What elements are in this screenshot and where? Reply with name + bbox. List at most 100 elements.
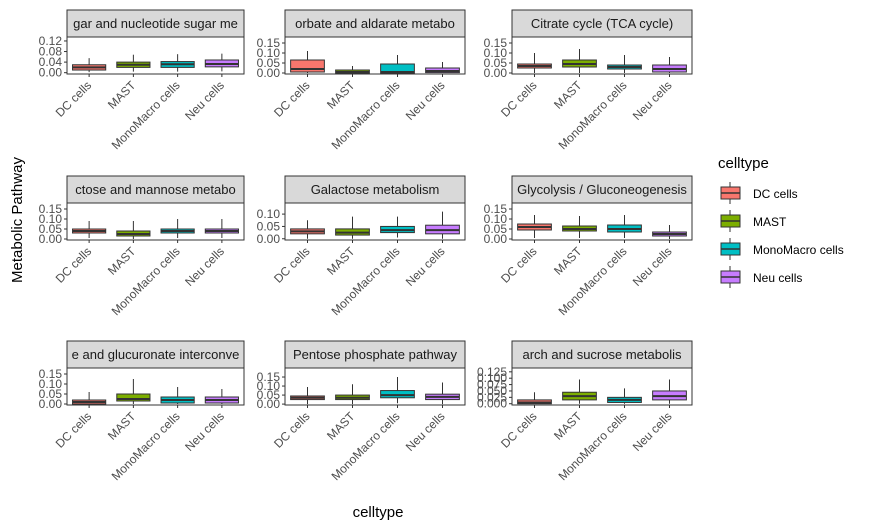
box-mast [335, 384, 370, 405]
box-neu-cells [652, 379, 687, 404]
facet-border [284, 36, 466, 75]
x-tick-label: Neu cells [182, 409, 227, 454]
y-tick-label: 0.00 [257, 232, 281, 246]
y-tick-label: 0.00 [39, 232, 63, 246]
y-tick-label: 0.05 [257, 56, 281, 70]
y-tick-label: 0.075 [477, 378, 507, 392]
y-tick-label: 0.08 [39, 45, 63, 59]
facet-border [284, 202, 466, 241]
y-tick-label: 0.15 [257, 36, 281, 50]
x-tick-label: Neu cells [403, 244, 448, 289]
facet-strip [511, 9, 693, 38]
facet-strip [284, 175, 466, 204]
legend-title: celltype [718, 155, 769, 172]
y-tick-label: 0.15 [257, 370, 281, 384]
box-mast [335, 66, 370, 74]
box-iqr [290, 59, 325, 73]
x-tick-label: Neu cells [630, 78, 675, 123]
x-tick-label: DC cells [271, 244, 312, 285]
x-tick-label: DC cells [53, 409, 94, 450]
facet-border [66, 367, 245, 406]
box-mast [562, 379, 597, 404]
legend-item: MonoMacro cells [720, 238, 844, 260]
box-dc-cells [290, 386, 325, 405]
y-tick-label: 0.10 [39, 377, 63, 391]
y-tick-label: 0.10 [257, 379, 281, 393]
x-tick-label: DC cells [271, 409, 312, 450]
facet-plot-area [67, 203, 244, 240]
x-tick-label: Neu cells [630, 244, 675, 289]
facet-panel: orbate and aldarate metabo 0.000.050.100.… [257, 9, 466, 152]
box-mast [116, 379, 151, 404]
facet-strip-title: Galactose metabolism [311, 182, 440, 197]
box-mast [116, 54, 151, 72]
box-dc-cells [517, 53, 552, 73]
facet-strip-title: ctose and mannose metabo [75, 182, 235, 197]
x-axis-title: celltype [353, 504, 404, 521]
legend-items: DC cells MAST MonoMacro cells Neu cells [720, 182, 844, 288]
y-tick-label: 0.15 [484, 202, 508, 216]
box-monomacro-cells [607, 55, 642, 73]
y-tick-label: 0.00 [484, 66, 508, 80]
facet-panel: Pentose phosphate pathway 0.000.050.100.1… [257, 340, 466, 483]
y-tick-label: 0.000 [477, 397, 507, 411]
legend-item: MAST [720, 210, 787, 232]
y-tick-label: 0.025 [477, 390, 507, 404]
x-tick-label: MAST [324, 244, 358, 278]
y-tick-label: 0.05 [257, 219, 281, 233]
box-monomacro-cells [160, 387, 195, 404]
facet-panel: Galactose metabolism 0.000.050.10 DC cells… [257, 175, 466, 318]
facet-border [66, 36, 245, 75]
x-tick-label: Neu cells [403, 409, 448, 454]
x-tick-label: MAST [551, 78, 585, 112]
box-mast [562, 216, 597, 238]
y-tick-label: 0.15 [484, 36, 508, 50]
x-tick-label: DC cells [53, 244, 94, 285]
box-neu-cells [204, 389, 239, 404]
y-tick-label: 0.05 [39, 387, 63, 401]
y-tick-label: 0.125 [477, 365, 507, 379]
x-tick-label: MAST [105, 409, 139, 443]
x-tick-label: Neu cells [182, 78, 227, 123]
y-tick-label: 0.15 [39, 202, 63, 216]
facet-panel: Citrate cycle (TCA cycle) 0.000.050.100.1… [484, 9, 693, 152]
facet-strip [511, 175, 693, 204]
box-dc-cells [290, 220, 325, 239]
box-iqr [116, 393, 151, 402]
facet-strip-title: Pentose phosphate pathway [293, 347, 458, 362]
box-dc-cells [72, 58, 107, 73]
y-tick-label: 0.050 [477, 384, 507, 398]
x-tick-label: Neu cells [403, 78, 448, 123]
facet-strip [284, 9, 466, 38]
facet-border [66, 202, 245, 241]
y-tick-label: 0.00 [257, 397, 281, 411]
legend: celltype DC cells MAST MonoMacro cells Neu … [718, 155, 844, 288]
legend-label: DC cells [753, 187, 798, 201]
legend-item: DC cells [720, 182, 798, 204]
facet-strip [284, 340, 466, 369]
y-tick-label: 0.00 [39, 397, 63, 411]
y-tick-label: 0.05 [39, 222, 63, 236]
y-tick-label: 0.00 [39, 66, 63, 80]
facet-panel: ctose and mannose metabo 0.000.050.100.15… [39, 175, 245, 318]
x-tick-label: MAST [105, 244, 139, 278]
facet-border [511, 367, 693, 406]
box-monomacro-cells [607, 388, 642, 404]
box-neu-cells [652, 225, 687, 239]
facet-strip-title: gar and nucleotide sugar me [73, 16, 238, 31]
x-tick-label: MAST [324, 409, 358, 443]
legend-item: Neu cells [720, 266, 802, 288]
x-tick-label: DC cells [271, 78, 312, 119]
box-monomacro-cells [160, 219, 195, 238]
y-tick-label: 0.100 [477, 371, 507, 385]
box-mast [116, 221, 151, 239]
x-tick-label: DC cells [498, 409, 539, 450]
box-monomacro-cells [380, 377, 415, 404]
y-axis-title: Metabolic Pathway [9, 157, 26, 283]
facet-strip-title: Citrate cycle (TCA cycle) [531, 16, 673, 31]
box-dc-cells [517, 215, 552, 238]
y-tick-label: 0.12 [39, 34, 63, 48]
x-tick-label: MAST [324, 78, 358, 112]
facet-border [284, 367, 466, 406]
